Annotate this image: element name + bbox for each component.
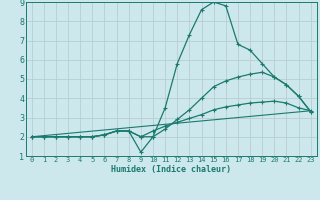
X-axis label: Humidex (Indice chaleur): Humidex (Indice chaleur)	[111, 165, 231, 174]
